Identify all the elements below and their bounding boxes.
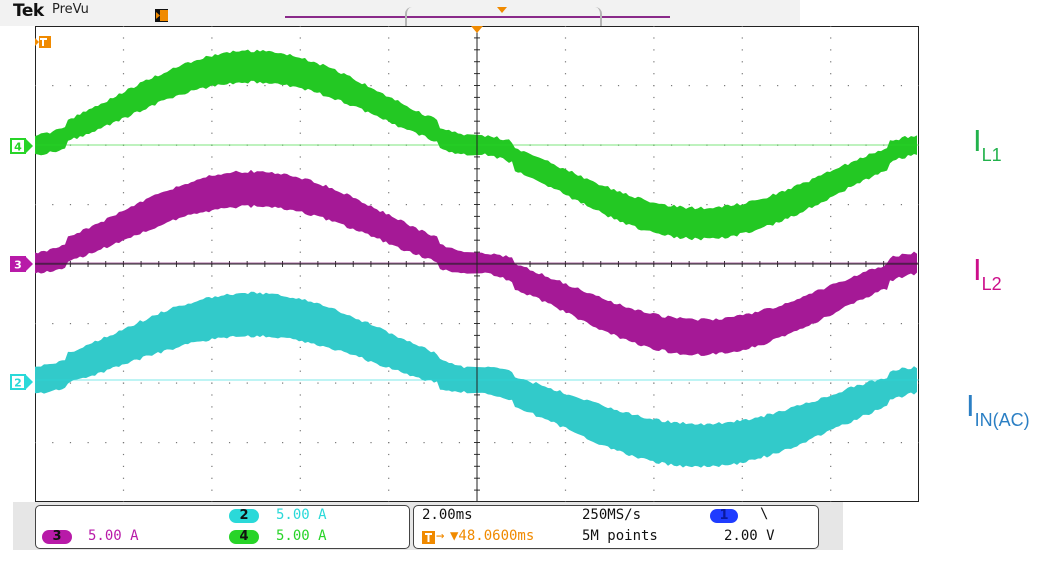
svg-text:3: 3 <box>14 259 22 272</box>
ch3-badge[interactable]: 3 <box>42 530 72 544</box>
horizontal-trigger-readout[interactable]: 2.00ms → ▼48.0600ms 250MS/s 5M points 1 … <box>413 505 819 549</box>
trigger-offset-icon <box>422 531 436 544</box>
ch2-ground-marker-icon[interactable]: 2 <box>10 374 34 390</box>
il1-label: IL1 <box>973 123 1002 166</box>
trigger-level-value: 2.00 V <box>724 528 775 544</box>
ch4-ground-marker-icon[interactable]: 4 <box>10 138 34 154</box>
scope-graticule <box>35 26 919 502</box>
ch4-badge[interactable]: 4 <box>229 530 259 544</box>
trigger-offset-value: ▼48.0600ms <box>450 528 534 544</box>
sample-rate-value: 250MS/s <box>582 507 641 523</box>
trigger-arrow-glyph: → <box>436 528 444 544</box>
timebase-value: 2.00ms <box>422 507 473 523</box>
record-length-value: 5M points <box>582 528 658 544</box>
trigger-slope-icon: \ <box>760 506 768 522</box>
il2-label: IL2 <box>973 252 1002 295</box>
top-status-bar: Tek PreVu <box>0 0 800 26</box>
svg-text:2: 2 <box>14 377 22 390</box>
acquisition-mode: PreVu <box>52 2 89 17</box>
ch2-scale: 5.00 A <box>276 507 327 523</box>
ch2-badge[interactable]: 2 <box>229 509 259 523</box>
trigger-source-badge[interactable]: 1 <box>710 509 738 523</box>
svg-text:4: 4 <box>14 141 22 154</box>
trigger-position-arrow-icon[interactable] <box>497 7 507 13</box>
vertical-scale-readout[interactable]: 3 5.00 A 2 5.00 A 4 5.00 A <box>35 505 410 549</box>
brand-logo: Tek <box>13 1 44 21</box>
iin-ac-label: IIN(AC) <box>966 388 1030 431</box>
trigger-flag-icon <box>155 9 168 22</box>
ch3-ground-marker-icon[interactable]: 3 <box>10 256 34 272</box>
ch4-scale: 5.00 A <box>276 528 327 544</box>
ch3-scale: 5.00 A <box>88 528 139 544</box>
waveform-display[interactable] <box>35 26 919 502</box>
